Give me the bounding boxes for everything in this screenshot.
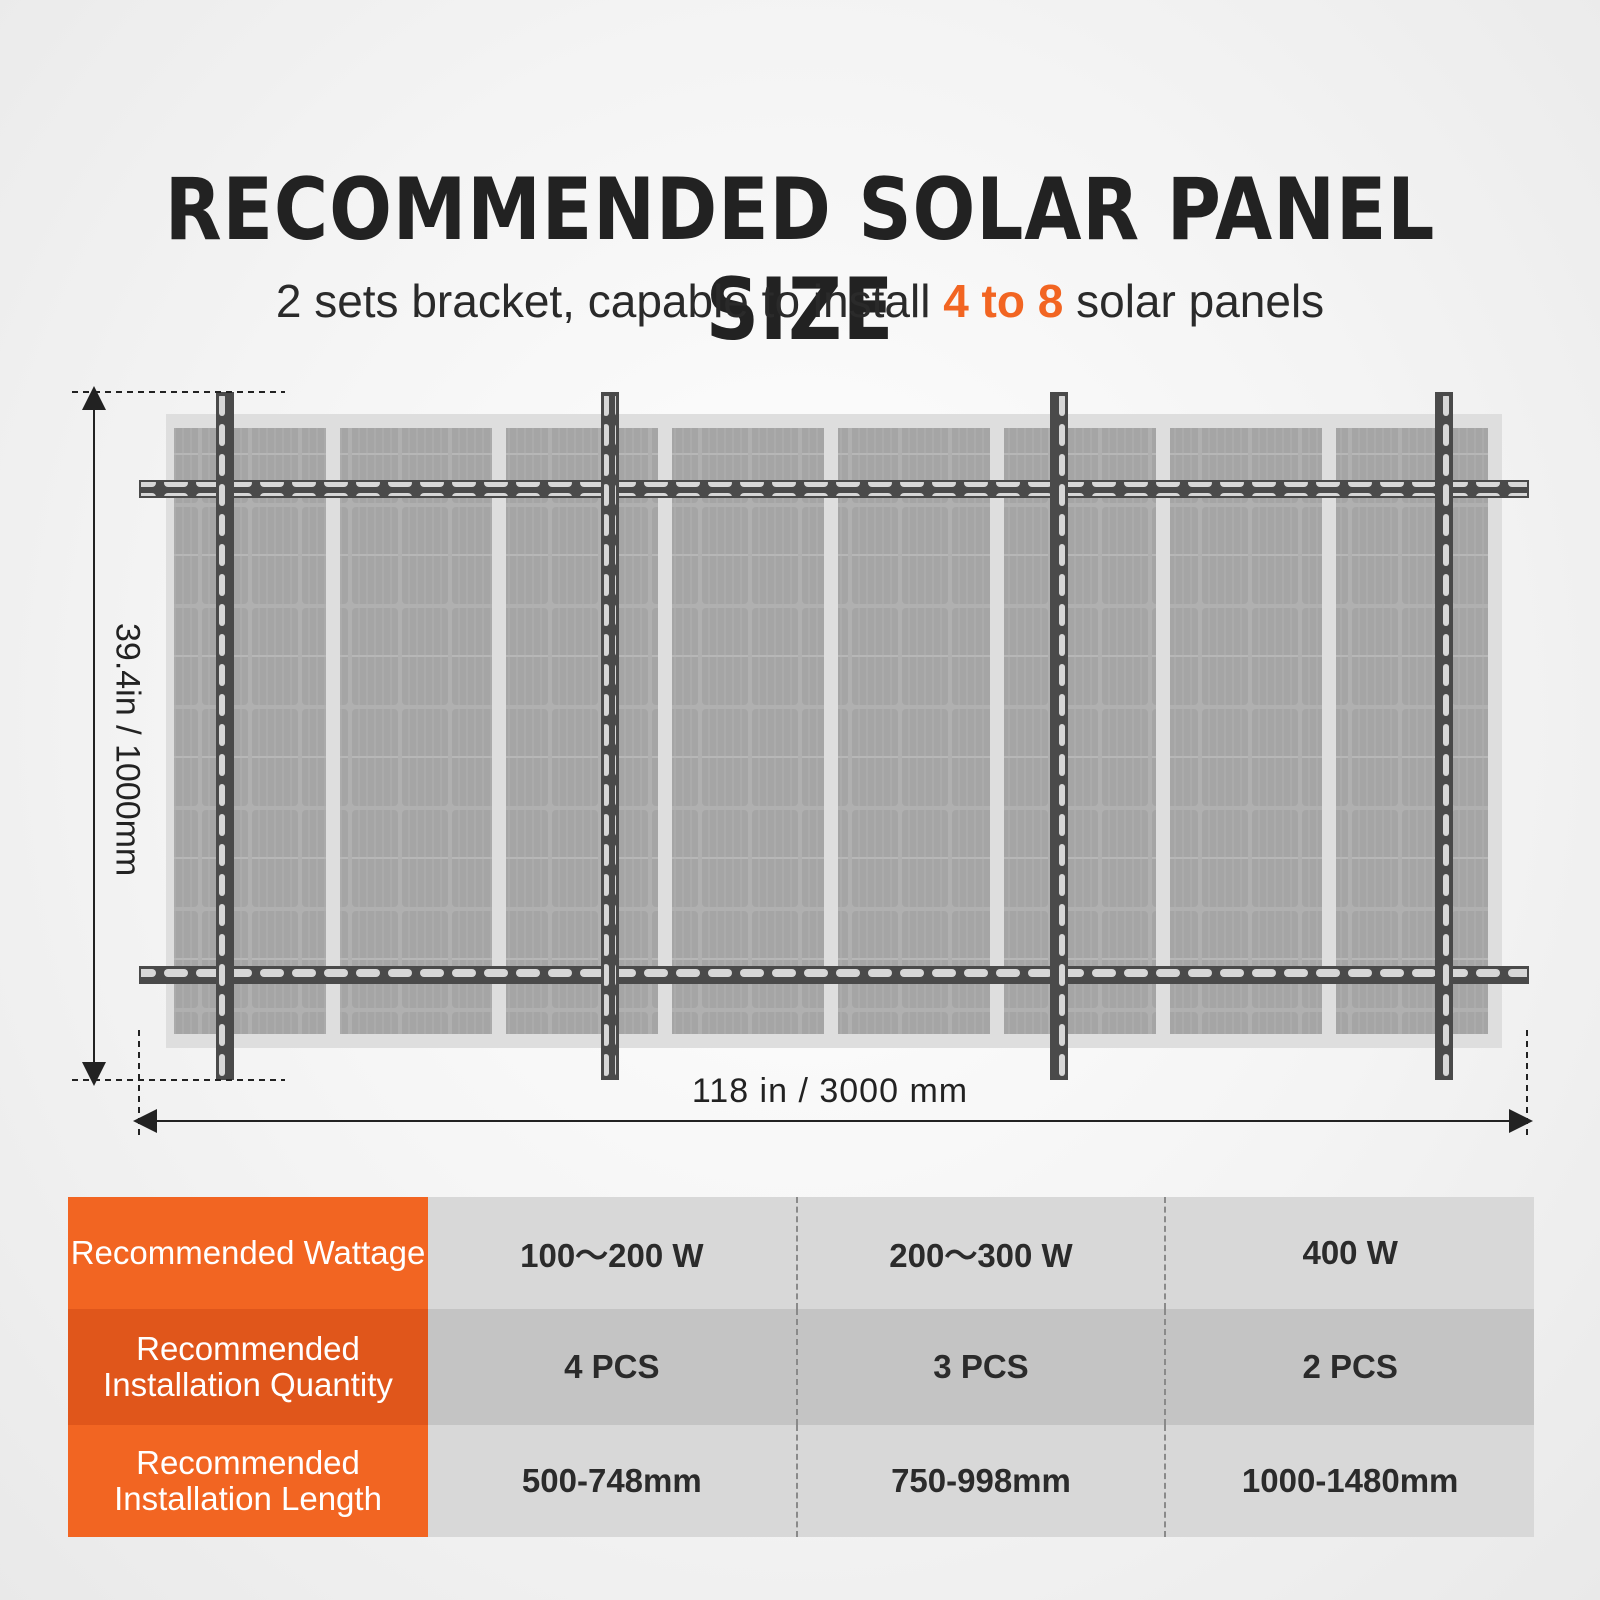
width-dimension	[133, 1030, 1533, 1138]
horizontal-rails	[139, 480, 1529, 984]
page-title: RECOMMENDED SOLAR PANEL SIZE	[164, 160, 1436, 360]
solar-panels	[174, 428, 1488, 1034]
subtitle-text-start: 2 sets bracket, capable to install	[275, 275, 944, 327]
subtitle: 2 sets bracket, capable to install 4 to …	[0, 274, 1600, 328]
height-dimension-label: 39.4in / 1000mm	[108, 623, 147, 877]
table-row: Recommended Installation Length 500-748m…	[68, 1425, 1534, 1537]
subtitle-text-end: solar panels	[1063, 275, 1325, 327]
table-cell: 750-998mm	[795, 1425, 1166, 1537]
solar-panel	[672, 428, 824, 1034]
solar-panel	[1170, 428, 1322, 1034]
solar-panel	[1004, 428, 1156, 1034]
table-row: Recommended Installation Quantity 4 PCS …	[68, 1309, 1534, 1425]
solar-panel	[340, 428, 492, 1034]
table-cell: 1000-1480mm	[1164, 1425, 1534, 1537]
table-cell: 3 PCS	[795, 1309, 1166, 1425]
vertical-brackets	[216, 392, 1453, 1080]
solar-bracket-diagram	[72, 386, 1533, 1138]
solar-panel	[1336, 428, 1488, 1034]
row-header: Recommended Installation Length	[68, 1425, 428, 1537]
solar-panel	[506, 428, 658, 1034]
width-dimension-label: 118 in / 3000 mm	[691, 1072, 969, 1110]
table-row: Recommended Wattage 100～200 W 200～300 W …	[68, 1197, 1534, 1309]
table-cell: 4 PCS	[428, 1309, 797, 1425]
table-cell: 200～300 W	[795, 1197, 1166, 1309]
table-cell: 400 W	[1164, 1197, 1534, 1309]
solar-panel	[174, 428, 326, 1034]
height-dimension	[72, 386, 285, 1086]
subtitle-highlight: 4 to 8	[943, 275, 1064, 327]
recommendation-table: Recommended Wattage 100～200 W 200～300 W …	[68, 1197, 1534, 1537]
table-cell: 100～200 W	[428, 1197, 797, 1309]
table-cell: 500-748mm	[428, 1425, 797, 1537]
table-cell: 2 PCS	[1164, 1309, 1534, 1425]
row-header: Recommended Installation Quantity	[68, 1309, 428, 1425]
solar-panel	[838, 428, 990, 1034]
row-header: Recommended Wattage	[68, 1197, 428, 1309]
